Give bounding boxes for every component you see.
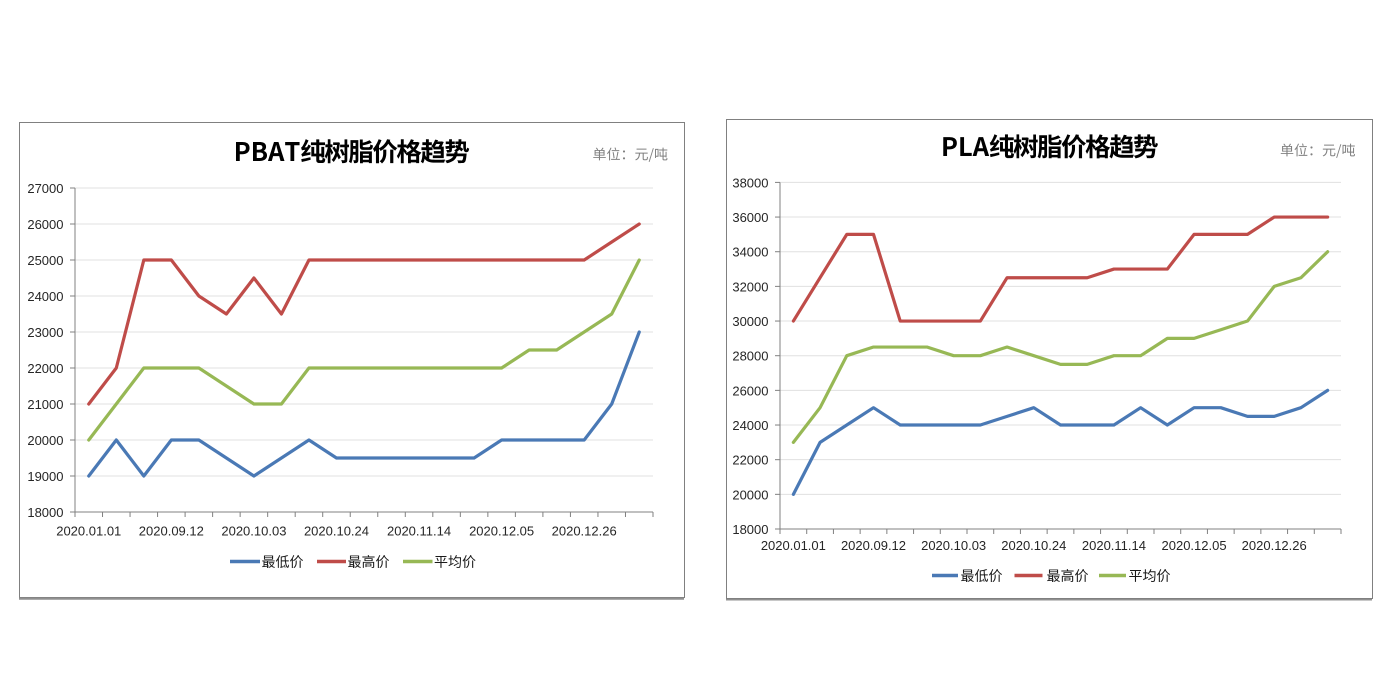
svg-text:23000: 23000 (27, 325, 63, 340)
svg-text:26000: 26000 (732, 383, 768, 398)
svg-text:2020.01.01: 2020.01.01 (761, 538, 826, 553)
svg-text:19000: 19000 (27, 469, 63, 484)
svg-text:2020.10.03: 2020.10.03 (921, 538, 986, 553)
svg-text:27000: 27000 (27, 181, 63, 196)
svg-text:22000: 22000 (27, 361, 63, 376)
svg-text:21000: 21000 (27, 397, 63, 412)
svg-text:20000: 20000 (732, 487, 768, 502)
svg-text:2020.01.01: 2020.01.01 (56, 524, 121, 539)
svg-text:2020.10.03: 2020.10.03 (221, 524, 286, 539)
svg-text:30000: 30000 (732, 314, 768, 329)
svg-text:32000: 32000 (732, 279, 768, 294)
svg-text:2020.11.14: 2020.11.14 (1082, 538, 1146, 553)
svg-text:20000: 20000 (27, 433, 63, 448)
svg-text:2020.09.12: 2020.09.12 (139, 524, 204, 539)
svg-text:38000: 38000 (732, 175, 768, 190)
svg-text:2020.11.14: 2020.11.14 (387, 524, 451, 539)
svg-text:2020.09.12: 2020.09.12 (841, 538, 906, 553)
svg-text:24000: 24000 (27, 289, 63, 304)
svg-text:2020.12.26: 2020.12.26 (552, 524, 617, 539)
svg-text:2020.12.05: 2020.12.05 (469, 524, 534, 539)
svg-text:2020.10.24: 2020.10.24 (304, 524, 369, 539)
svg-text:34000: 34000 (732, 245, 768, 260)
svg-text:28000: 28000 (732, 349, 768, 364)
svg-text:25000: 25000 (27, 253, 63, 268)
svg-text:18000: 18000 (27, 505, 63, 520)
svg-text:36000: 36000 (732, 210, 768, 225)
svg-text:2020.12.26: 2020.12.26 (1242, 538, 1307, 553)
svg-text:2020.12.05: 2020.12.05 (1162, 538, 1227, 553)
svg-text:26000: 26000 (27, 217, 63, 232)
svg-text:18000: 18000 (732, 522, 768, 537)
svg-text:24000: 24000 (732, 418, 768, 433)
svg-text:22000: 22000 (732, 453, 768, 468)
svg-text:2020.10.24: 2020.10.24 (1001, 538, 1066, 553)
